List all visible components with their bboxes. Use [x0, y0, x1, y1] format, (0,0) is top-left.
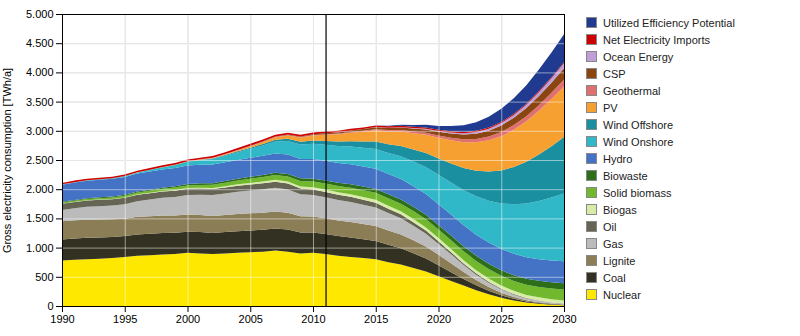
html-text:Gas: Gas: [603, 237, 624, 250]
svg-text:2005: 2005: [239, 313, 263, 325]
html-text:CSP: CSP: [603, 67, 626, 80]
svg-text:1990: 1990: [50, 313, 74, 325]
svg-text:2.500: 2.500: [26, 154, 54, 166]
html-text:Oil: Oil: [603, 220, 617, 233]
svg-text:4.000: 4.000: [26, 66, 54, 78]
svg-text:0: 0: [47, 300, 53, 312]
svg-text:500: 500: [35, 271, 53, 283]
html-text:Biogas: Biogas: [603, 203, 637, 216]
svg-text:3.500: 3.500: [26, 96, 54, 108]
svg-text:2030: 2030: [552, 313, 576, 325]
html-text:Wind Offshore: Wind Offshore: [603, 118, 674, 131]
html-text:Coal: Coal: [603, 271, 626, 284]
svg-text:2020: 2020: [427, 313, 451, 325]
html-text:Ocean Energy: Ocean Energy: [603, 50, 674, 63]
svg-text:1995: 1995: [113, 313, 137, 325]
html-text:PV: PV: [603, 101, 618, 114]
html-text:Lignite: Lignite: [603, 254, 636, 267]
html-text:Wind Onshore: Wind Onshore: [603, 135, 674, 148]
svg-text:1.500: 1.500: [26, 212, 54, 224]
svg-text:2015: 2015: [364, 313, 388, 325]
html-text:Nuclear: Nuclear: [603, 288, 641, 301]
svg-text:2010: 2010: [301, 313, 325, 325]
svg-text:2.000: 2.000: [26, 183, 54, 195]
svg-text:5.000: 5.000: [26, 8, 54, 20]
svg-text:2025: 2025: [490, 313, 514, 325]
html-text:Utilized Efficiency Potential: Utilized Efficiency Potential: [603, 16, 735, 29]
html-text:Hydro: Hydro: [603, 152, 633, 165]
svg-text:2000: 2000: [176, 313, 200, 325]
html-text:Biowaste: Biowaste: [603, 169, 648, 182]
svg-text:3.000: 3.000: [26, 125, 54, 137]
html-text:Net Electricity Imports: Net Electricity Imports: [603, 33, 710, 46]
html-text:Solid biomass: Solid biomass: [603, 186, 672, 199]
html-text:Geothermal: Geothermal: [603, 84, 661, 97]
svg-text:1.000: 1.000: [26, 242, 54, 254]
svg-text:4.500: 4.500: [26, 37, 54, 49]
svg-text:Gross electricity consumption: Gross electricity consumption [TWh/a]: [1, 68, 13, 253]
